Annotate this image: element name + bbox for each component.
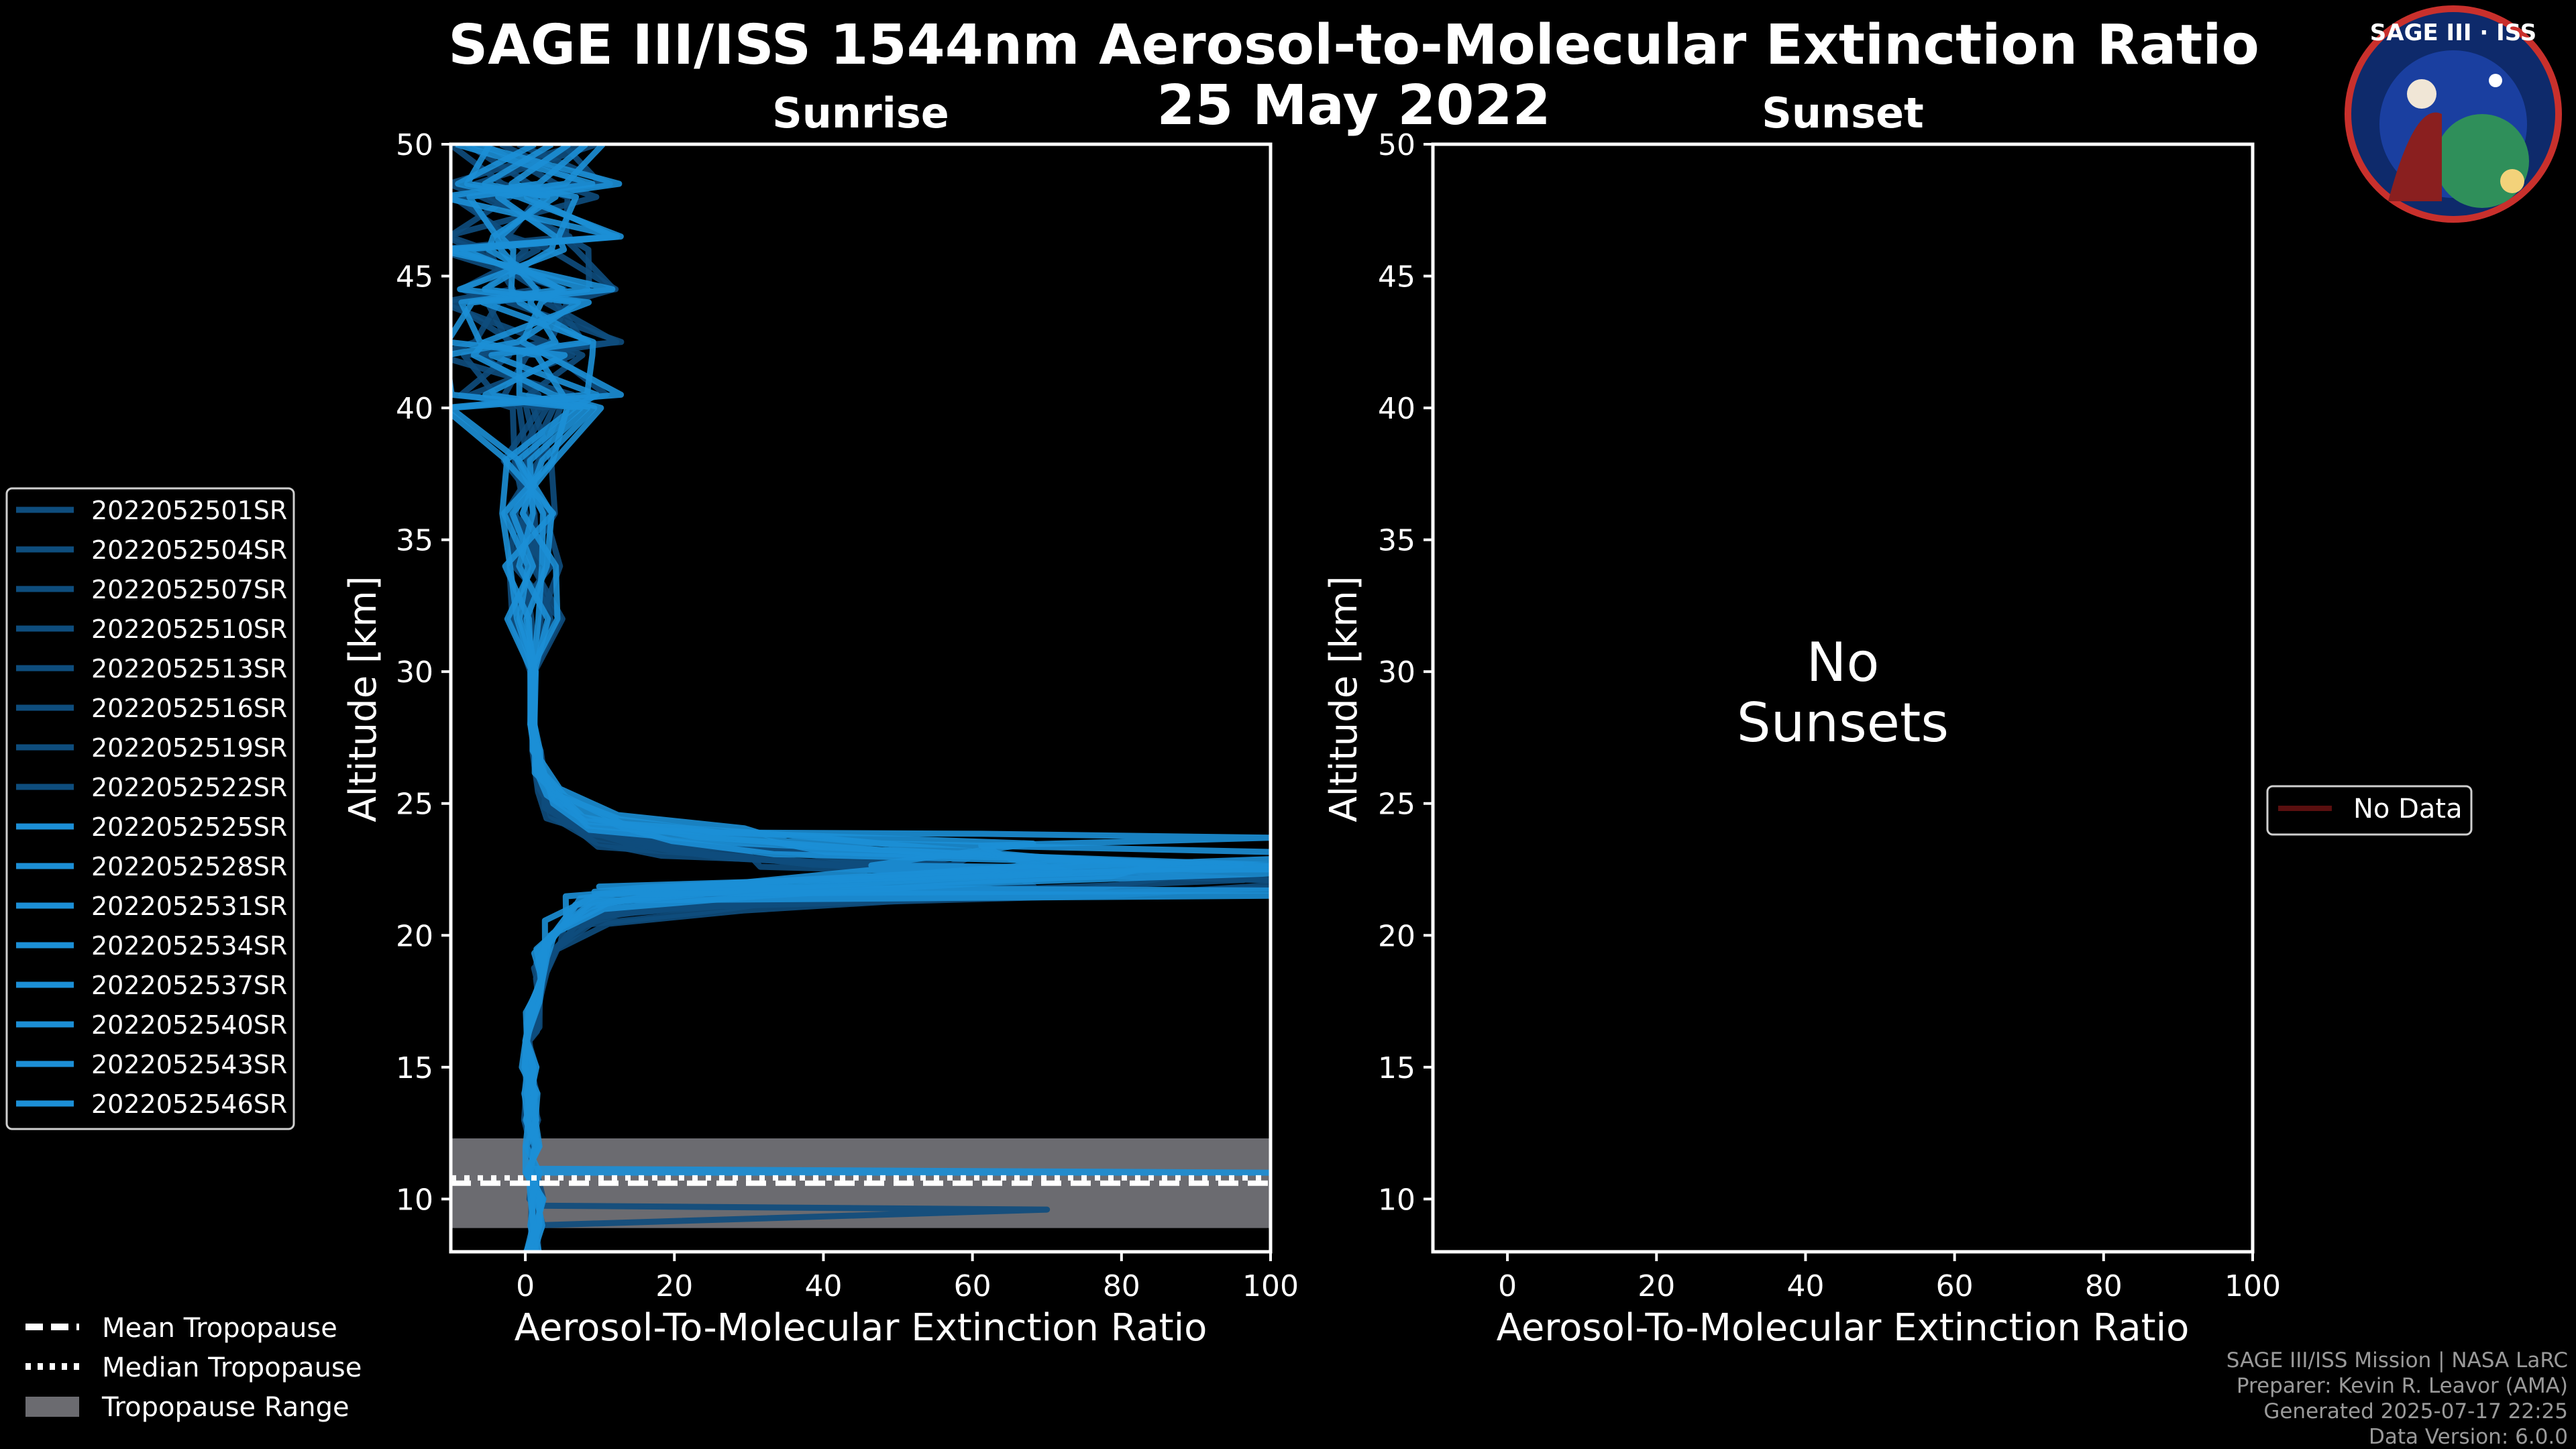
sunset-panel: Sunset 0 20 40 60 80 100 10 15 20 25 30 35 40 45 50 Ae… [1322, 89, 2281, 1350]
sunrise-panel: Sunrise 0 20 40 60 80 100 10 15 20 25 30 35 40 45 50 A… [341, 89, 1299, 1350]
legend-label-2022052528SR: 2022052528SR [91, 852, 287, 881]
x-tick-label: 80 [1103, 1269, 1140, 1303]
y-tick-label: 20 [1378, 919, 1415, 953]
x-tick-label: 60 [954, 1269, 991, 1303]
x-tick-label: 100 [1242, 1269, 1299, 1303]
legend-label-2022052522SR: 2022052522SR [91, 773, 287, 802]
y-tick-label: 30 [1378, 655, 1415, 690]
legend-label-2022052531SR: 2022052531SR [91, 892, 287, 921]
legend-label-2022052510SR: 2022052510SR [91, 614, 287, 644]
y-tick-label: 40 [1378, 392, 1415, 426]
footer-line-4: Data Version: 6.0.0 [2369, 1425, 2568, 1449]
profile-2022052546SR [451, 144, 1271, 1252]
no-data-legend: No Data [2266, 785, 2473, 836]
legend-label-2022052534SR: 2022052534SR [91, 931, 287, 961]
tropopause-range-label: Tropopause Range [101, 1392, 350, 1423]
x-tick-label: 0 [516, 1269, 535, 1303]
sunrise-plot-area: 0 20 40 60 80 100 10 15 20 25 30 35 40 45 50 [396, 128, 1299, 1303]
legend-label-2022052543SR: 2022052543SR [91, 1050, 287, 1079]
x-tick-label: 100 [2224, 1269, 2281, 1303]
x-tick-label: 40 [1786, 1269, 1824, 1303]
footer: SAGE III/ISS Mission | NASA LaRC Prepare… [2226, 1348, 2568, 1449]
date-title: 25 May 2022 [1157, 74, 1550, 138]
x-tick-label: 20 [655, 1269, 693, 1303]
profile-2022052543SR [451, 144, 1271, 1252]
y-tick-label: 10 [1378, 1183, 1415, 1217]
x-tick-label: 60 [1936, 1269, 1974, 1303]
mean-tropopause-label: Mean Tropopause [102, 1313, 337, 1344]
no-sunsets-line2: Sunsets [1737, 692, 1949, 754]
no-data-label: No Data [2353, 794, 2463, 824]
sage-iss-logo: SAGE III · ISS [2345, 5, 2562, 223]
legend-label-2022052513SR: 2022052513SR [91, 654, 287, 684]
sunset-title: Sunset [1762, 89, 1924, 138]
y-tick-label: 15 [1378, 1051, 1415, 1085]
sunset-plot-area: 0 20 40 60 80 100 10 15 20 25 30 35 40 45 50 [1378, 128, 2281, 1303]
median-tropopause-label: Median Tropopause [102, 1352, 362, 1383]
sunrise-title: Sunrise [772, 89, 949, 138]
legend-label-2022052537SR: 2022052537SR [91, 971, 287, 1000]
sunrise-xlabel: Aerosol-To-Molecular Extinction Ratio [515, 1306, 1208, 1350]
x-tick-label: 20 [1638, 1269, 1675, 1303]
sunset-ylabel: Altitude [km] [1322, 576, 1366, 822]
y-tick-label: 10 [396, 1183, 433, 1217]
y-tick-label: 15 [396, 1051, 433, 1085]
y-tick-label: 40 [396, 392, 433, 426]
legend-label-2022052540SR: 2022052540SR [91, 1010, 287, 1040]
main-title: SAGE III/ISS 1544nm Aerosol-to-Molecular… [448, 13, 2259, 77]
legend-label-2022052507SR: 2022052507SR [91, 575, 287, 604]
y-tick-label: 25 [396, 788, 433, 822]
axes-frame [449, 142, 1273, 1254]
series-legend: 2022052501SR 2022052504SR 2022052507SR 2022… [5, 487, 295, 1130]
plot-content [451, 144, 1271, 1252]
footer-line-1: SAGE III/ISS Mission | NASA LaRC [2226, 1348, 2568, 1373]
y-tick-label: 50 [396, 128, 433, 162]
tropopause-legend: Mean Tropopause Median Tropopause Tropop… [25, 1313, 362, 1423]
y-tick-label: 50 [1378, 128, 1415, 162]
y-tick-label: 20 [396, 919, 433, 953]
y-tick-label: 35 [1378, 524, 1415, 558]
legend-label-2022052504SR: 2022052504SR [91, 535, 287, 565]
x-tick-label: 40 [804, 1269, 842, 1303]
y-tick-label: 35 [396, 524, 433, 558]
sunset-xlabel: Aerosol-To-Molecular Extinction Ratio [1497, 1306, 2190, 1350]
y-tick-label: 25 [1378, 788, 1415, 822]
legend-label-2022052546SR: 2022052546SR [91, 1089, 287, 1119]
tropopause-range-swatch [25, 1397, 79, 1417]
y-tick-label: 45 [1378, 260, 1415, 294]
x-tick-label: 0 [1498, 1269, 1517, 1303]
legend-label-2022052525SR: 2022052525SR [91, 812, 287, 842]
legend-label-2022052519SR: 2022052519SR [91, 733, 287, 763]
legend-label-2022052501SR: 2022052501SR [91, 496, 287, 525]
x-tick-label: 80 [2085, 1269, 2123, 1303]
no-sunsets-line1: No [1807, 631, 1880, 694]
footer-line-3: Generated 2025-07-17 22:25 [2263, 1399, 2568, 1424]
y-tick-label: 45 [396, 260, 433, 294]
axes-frame [1431, 142, 2255, 1254]
sunrise-ylabel: Altitude [km] [341, 576, 385, 822]
legend-label-2022052516SR: 2022052516SR [91, 694, 287, 723]
footer-line-2: Preparer: Kevin R. Leavor (AMA) [2237, 1374, 2568, 1398]
y-tick-label: 30 [396, 655, 433, 690]
logo-text: SAGE III · ISS [2370, 19, 2536, 46]
